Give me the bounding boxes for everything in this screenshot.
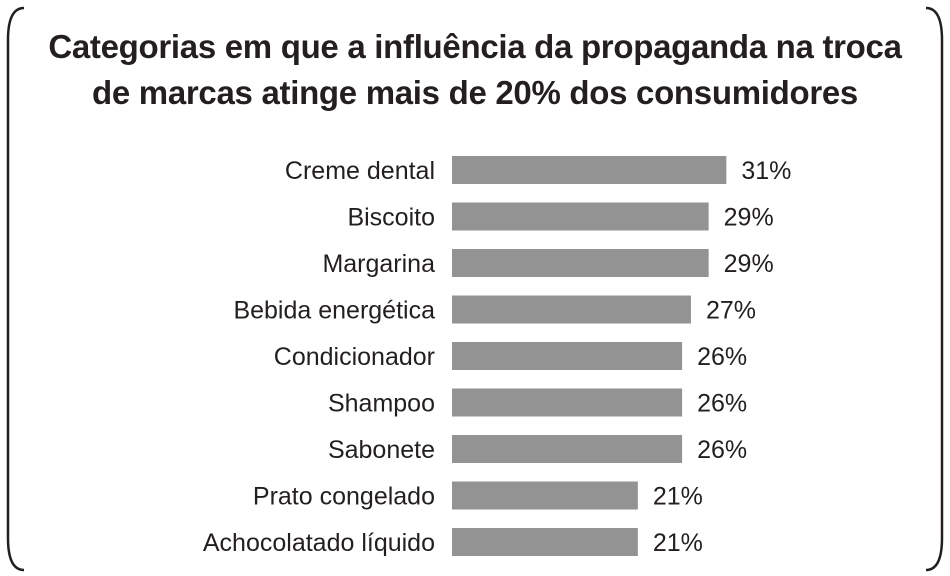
chart-title: Categorias em que a influência da propag… — [48, 28, 902, 111]
bar — [452, 156, 727, 184]
category-label: Shampoo — [328, 390, 435, 418]
bar — [452, 388, 683, 417]
value-label: 26% — [697, 436, 747, 464]
value-label: 29% — [724, 250, 774, 278]
category-label: Prato congelado — [253, 483, 435, 511]
value-label: 27% — [706, 297, 756, 325]
bar — [452, 528, 638, 556]
category-label: Biscoito — [347, 204, 435, 232]
category-label: Margarina — [322, 250, 435, 278]
category-label: Creme dental — [285, 157, 435, 185]
bar — [452, 342, 683, 370]
bar — [452, 249, 709, 277]
bar — [452, 435, 683, 463]
bar — [452, 481, 638, 510]
value-label: 21% — [653, 529, 703, 557]
value-label: 21% — [653, 483, 703, 511]
category-label: Condicionador — [274, 343, 435, 371]
value-label: 31% — [741, 157, 791, 185]
value-label: 26% — [697, 343, 747, 371]
category-label: Bebida energética — [233, 297, 435, 325]
value-label: 26% — [697, 390, 747, 418]
category-label: Sabonete — [328, 436, 435, 464]
value-label: 29% — [724, 204, 774, 232]
bar — [452, 202, 709, 231]
category-label: Achocolatado líquido — [203, 529, 435, 557]
bar — [452, 295, 691, 324]
